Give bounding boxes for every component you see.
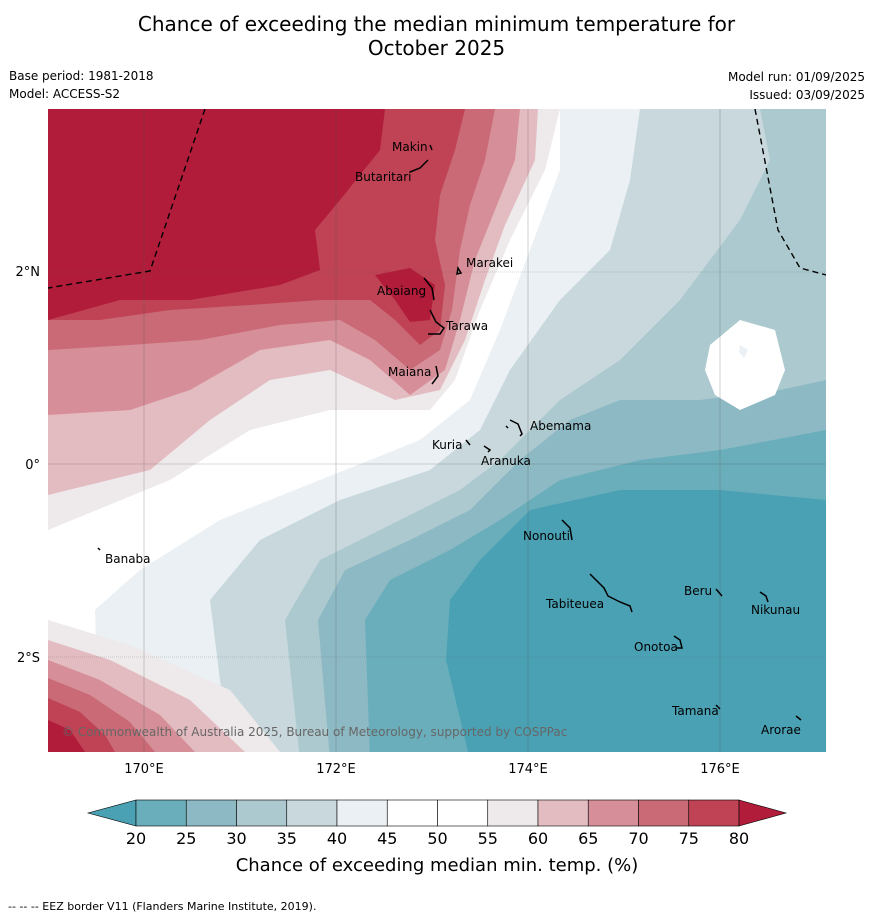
base-period: Base period: 1981-2018	[9, 69, 154, 83]
island-tamana	[715, 704, 721, 710]
colorbar-segment	[487, 799, 539, 827]
colorbar-segment	[185, 799, 237, 827]
eez-borders	[48, 109, 826, 289]
colorbar-segment	[437, 799, 489, 827]
island-maiana	[431, 365, 439, 385]
colorbar-tick: 20	[126, 829, 146, 848]
colorbar-segment	[587, 799, 639, 827]
colorbar-segment	[286, 799, 338, 827]
place-nikunau: Nikunau	[751, 603, 800, 617]
colorbar: 20 25 30 35 40 45 50 55 60 65 70 75 80	[86, 799, 788, 848]
model-name: Model: ACCESS-S2	[9, 87, 121, 101]
colorbar-tick: 35	[277, 829, 297, 848]
colorbar-tick: 45	[377, 829, 397, 848]
island-tabiteuea	[589, 573, 633, 613]
forecast-map: Makin Butaritari Marakei Abaiang Tarawa …	[48, 109, 826, 752]
white-patch	[705, 320, 785, 410]
title-line-2: October 2025	[367, 36, 506, 60]
map-title: Chance of exceeding the median minimum t…	[0, 12, 873, 60]
place-makin: Makin	[392, 140, 428, 154]
colorbar-tick: 30	[226, 829, 246, 848]
place-nonouti: Nonouti	[523, 529, 570, 543]
place-maiana: Maiana	[388, 365, 431, 379]
colorbar-tick: 40	[327, 829, 347, 848]
x-tick-170e: 170°E	[124, 762, 164, 777]
white-patch-inner	[739, 345, 748, 358]
colorbar-extend-low	[86, 799, 137, 827]
colorbar-extend-high	[738, 799, 788, 827]
title-line-1: Chance of exceeding the median minimum t…	[137, 12, 736, 36]
place-kuria: Kuria	[432, 438, 463, 452]
island-nikunau	[759, 591, 769, 603]
colorbar-tick: 75	[679, 829, 699, 848]
x-tick-174e: 174°E	[508, 762, 548, 777]
place-butaritari: Butaritari	[355, 170, 412, 184]
colorbar-segment	[135, 799, 187, 827]
colorbar-segment	[336, 799, 388, 827]
place-arorae: Arorae	[761, 723, 801, 737]
sw-band-80	[48, 720, 85, 752]
island-kuria	[465, 439, 471, 446]
island-tarawa	[428, 309, 446, 335]
y-tick-2s: 2°S	[17, 651, 40, 666]
model-run: Model run: 01/09/2025	[727, 70, 865, 84]
x-tick-176e: 176°E	[700, 762, 740, 777]
colorbar-segment	[688, 799, 740, 827]
island-nonouti	[561, 519, 573, 541]
colorbar-segment	[236, 799, 288, 827]
colorbar-segment	[537, 799, 589, 827]
band-20	[446, 490, 826, 752]
graticule	[48, 109, 826, 752]
eez-footnote: -- -- -- EEZ border V11 (Flanders Marine…	[8, 900, 317, 913]
island-abemama	[505, 419, 523, 437]
colorbar-tick: 60	[528, 829, 548, 848]
band-80	[48, 109, 385, 320]
colorbar-tick: 65	[578, 829, 598, 848]
issued-date: Issued: 03/09/2025	[749, 88, 865, 102]
place-abaiang: Abaiang	[377, 284, 426, 298]
island-beru	[715, 588, 723, 597]
place-tamana: Tamana	[671, 704, 719, 718]
copyright-notice: © Commonwealth of Australia 2025, Bureau…	[62, 725, 567, 739]
place-tabiteuea: Tabiteuea	[545, 597, 604, 611]
place-marakei: Marakei	[466, 256, 513, 270]
place-beru: Beru	[684, 584, 712, 598]
colorbar-tick: 50	[427, 829, 447, 848]
island-butaritari	[409, 159, 429, 173]
colorbar-tick: 25	[176, 829, 196, 848]
colorbar-tick: 80	[729, 829, 749, 848]
islands	[97, 144, 802, 721]
island-aranuka	[483, 445, 492, 453]
y-tick-2n: 2°N	[16, 265, 41, 280]
island-abaiang	[423, 277, 435, 301]
place-tarawa: Tarawa	[445, 319, 488, 333]
island-arorae	[795, 715, 802, 721]
place-abemama: Abemama	[530, 419, 591, 433]
island-onotoa	[673, 635, 683, 649]
colorbar-tick: 55	[478, 829, 498, 848]
place-banaba: Banaba	[105, 552, 151, 566]
y-tick-0: 0°	[25, 458, 40, 473]
colorbar-tick: 70	[628, 829, 648, 848]
band-80-abaiang	[375, 268, 435, 322]
colorbar-segment	[638, 799, 690, 827]
place-onotoa: Onotoa	[634, 640, 678, 654]
place-aranuka: Aranuka	[481, 454, 531, 468]
colorbar-segment	[386, 799, 438, 827]
island-banaba	[97, 547, 101, 551]
colorbar-label: Chance of exceeding median min. temp. (%…	[236, 855, 639, 876]
x-tick-172e: 172°E	[316, 762, 356, 777]
island-marakei	[456, 265, 463, 276]
island-makin	[429, 144, 433, 151]
